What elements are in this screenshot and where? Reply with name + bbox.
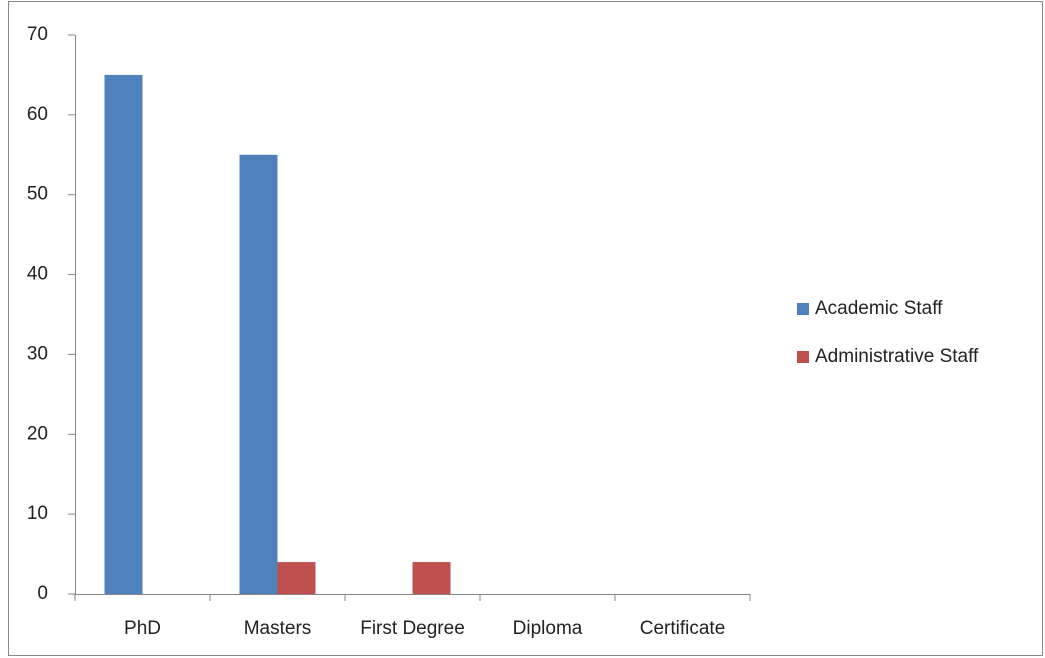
bar <box>277 562 316 594</box>
bar <box>239 154 278 595</box>
x-tick-label: Certificate <box>640 618 726 639</box>
y-tick-label: 70 <box>27 24 48 45</box>
bar <box>412 562 451 594</box>
legend-label: Administrative Staff <box>815 346 979 367</box>
x-tick-label: First Degree <box>360 618 465 639</box>
chart-frame <box>8 1 1043 656</box>
x-tick-label: PhD <box>124 618 161 639</box>
y-tick-label: 60 <box>27 104 48 125</box>
y-tick-label: 40 <box>27 264 48 285</box>
x-tick-label: Diploma <box>513 618 583 639</box>
legend-label: Academic Staff <box>815 298 943 319</box>
y-tick-label: 0 <box>37 583 48 604</box>
bar <box>104 74 143 594</box>
y-tick-label: 20 <box>27 423 48 444</box>
y-tick-label: 10 <box>27 503 48 524</box>
legend-swatch <box>797 351 809 363</box>
x-tick-label: Masters <box>244 618 312 639</box>
y-tick-label: 50 <box>27 184 48 205</box>
y-tick-label: 30 <box>27 343 48 364</box>
legend-swatch <box>797 303 809 315</box>
